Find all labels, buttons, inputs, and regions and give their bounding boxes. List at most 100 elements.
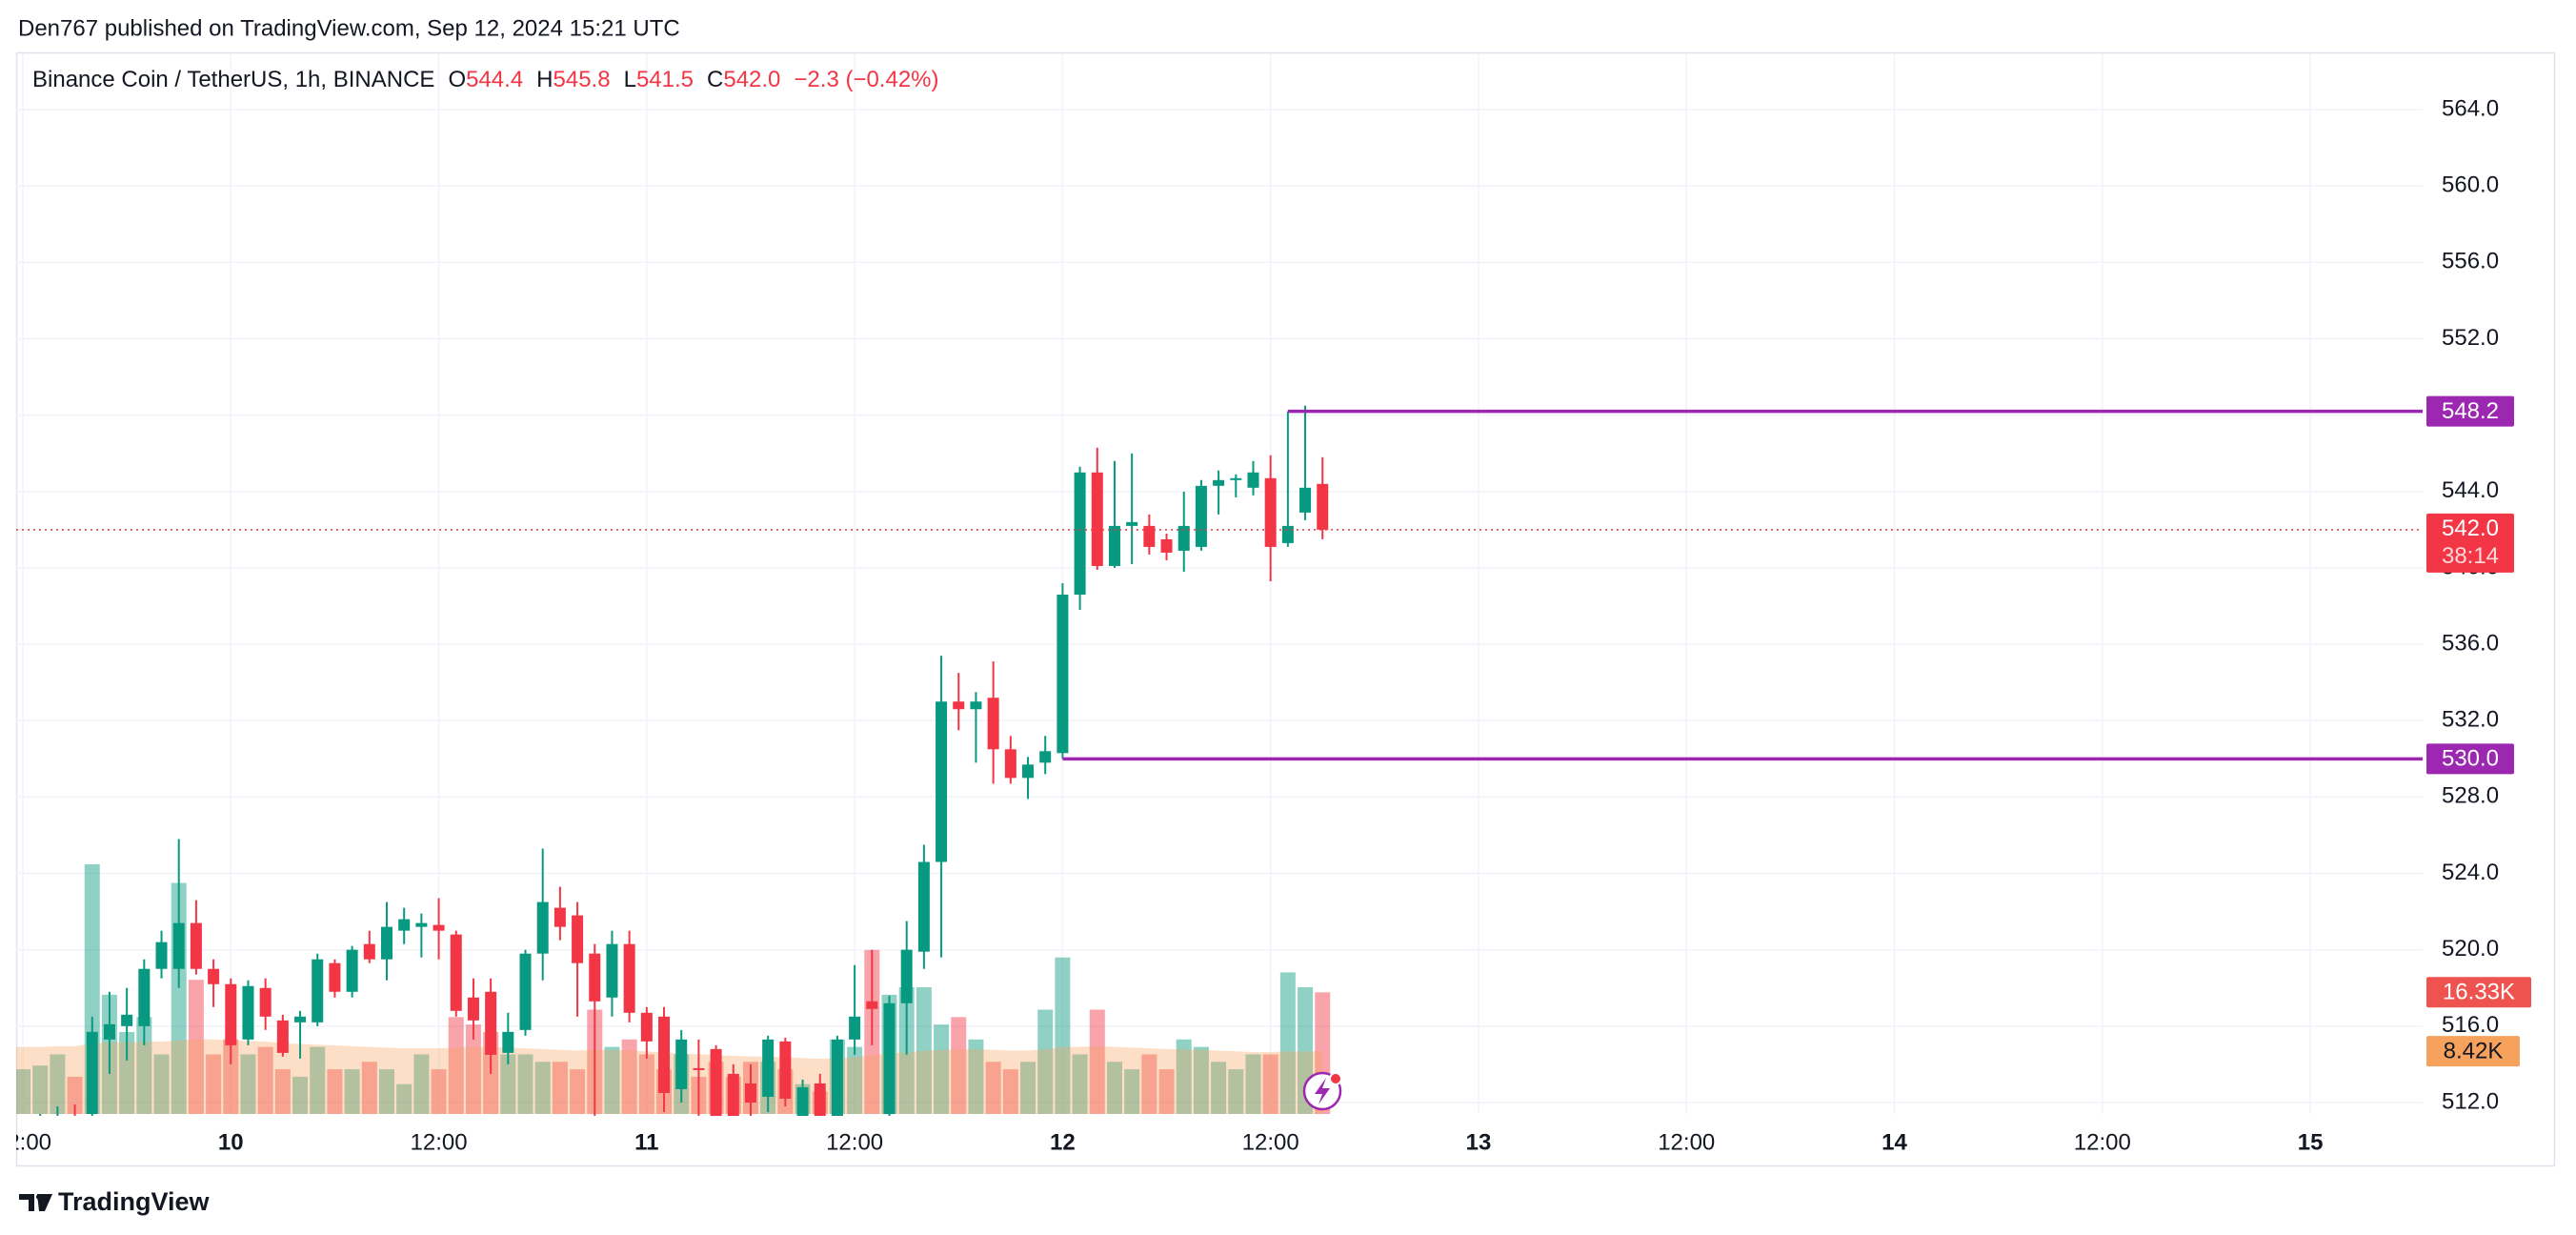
- field-label: L: [624, 67, 636, 92]
- countdown: 38:14: [2442, 543, 2499, 569]
- volume-bar: [1037, 1009, 1054, 1114]
- candle-body: [1108, 525, 1120, 566]
- candle-body: [242, 985, 254, 1040]
- field-label: O: [448, 67, 466, 92]
- volume-bar: [1262, 1054, 1278, 1114]
- y-tick-label: 536.0: [2442, 630, 2499, 656]
- footer-logo[interactable]: TradingView: [19, 1187, 211, 1216]
- candle-body: [917, 861, 930, 952]
- candle-body: [467, 997, 479, 1021]
- volume-bar: [310, 1046, 326, 1114]
- candle-body: [1177, 525, 1190, 551]
- grid: [16, 53, 2423, 1114]
- volume-bar: [985, 1062, 1001, 1114]
- last-price-label: 542.0: [2442, 516, 2499, 541]
- volume-bar: [32, 1065, 49, 1114]
- candle-body: [675, 1039, 688, 1089]
- candle-body: [294, 1016, 307, 1022]
- volume-bar: [517, 1054, 533, 1114]
- volume-bar: [916, 987, 932, 1114]
- volume-bar: [361, 1062, 377, 1114]
- y-tick-label: 512.0: [2442, 1088, 2499, 1114]
- candle-body: [1091, 472, 1103, 566]
- volume-bar: [431, 1069, 447, 1114]
- volume-bar: [1245, 1054, 1261, 1114]
- y-tick-label: 532.0: [2442, 707, 2499, 733]
- candle-body: [155, 941, 168, 969]
- legend-header: Binance Coin / TetherUS, 1h, BINANCE O544…: [32, 67, 939, 92]
- candle-body: [380, 926, 392, 960]
- x-tick-label: 12:00: [2074, 1129, 2131, 1155]
- logo-mark: [19, 1194, 52, 1211]
- volume-layer: [16, 864, 1331, 1114]
- candle-body: [658, 1016, 671, 1093]
- field-label: C: [707, 67, 723, 92]
- published-note: Den767 published on TradingView.com, Sep…: [18, 15, 680, 41]
- candle-body: [866, 1001, 878, 1009]
- candle-body: [433, 924, 445, 931]
- candle-body: [121, 1014, 133, 1026]
- candle-body: [172, 922, 185, 969]
- volume-bar: [396, 1083, 413, 1114]
- field-value: 541.5: [636, 67, 694, 92]
- change: −2.3 (−0.42%): [794, 67, 938, 92]
- candle-body: [1074, 472, 1086, 596]
- volume-bar: [344, 1069, 360, 1114]
- pane-border: [15, 51, 2556, 1167]
- volume-bar: [136, 1017, 152, 1114]
- volume-label: 16.33K: [2443, 980, 2515, 1005]
- x-tick-label: 12: [1050, 1129, 1076, 1155]
- volume-bar: [206, 1054, 222, 1114]
- volume-label-box: [2426, 977, 2531, 1008]
- x-tick-label: 10: [218, 1129, 244, 1155]
- candle-body: [1317, 483, 1329, 530]
- candle-body: [225, 983, 237, 1045]
- volume-bar: [1228, 1069, 1244, 1114]
- candle-body: [415, 922, 428, 927]
- candle-body: [936, 701, 948, 862]
- candle-body: [1004, 749, 1016, 779]
- candle-body: [744, 1083, 756, 1103]
- volume-bar: [604, 1046, 620, 1114]
- volume-bar: [153, 1054, 170, 1114]
- volume-bar: [638, 1054, 654, 1114]
- volume-bar: [413, 1054, 430, 1114]
- volume-bar: [1002, 1069, 1018, 1114]
- y-tick-label: 556.0: [2442, 249, 2499, 274]
- volume-bar: [240, 1054, 256, 1114]
- candle-body: [519, 953, 532, 1030]
- volume-bar: [1020, 1062, 1036, 1114]
- y-tick-label: 520.0: [2442, 936, 2499, 962]
- volume-bar: [621, 1039, 637, 1114]
- x-tick-label: 12:00: [1658, 1129, 1715, 1155]
- volume-bar: [327, 1069, 343, 1114]
- x-tick-label: 13: [1466, 1129, 1492, 1155]
- candle-body: [1299, 487, 1312, 513]
- volume-bar: [951, 1017, 967, 1114]
- candle-body: [1247, 472, 1259, 488]
- candle-body: [1039, 751, 1052, 763]
- candle-body: [329, 962, 341, 992]
- volume-bar: [534, 1062, 551, 1114]
- x-tick-label: 15: [2298, 1129, 2324, 1155]
- volume-bar: [378, 1069, 394, 1114]
- candle-layer: [39, 405, 1329, 1116]
- level-label-box: [2426, 743, 2514, 775]
- alert-icon[interactable]: [1302, 1071, 1342, 1111]
- candle-body: [779, 1041, 792, 1099]
- candle-body: [502, 1031, 514, 1053]
- candle-body: [572, 915, 584, 963]
- candle-body: [727, 1073, 739, 1116]
- candle-body: [103, 1023, 115, 1040]
- volume-bar: [1193, 1046, 1209, 1114]
- candle-body: [987, 698, 999, 750]
- volume-bar: [1211, 1062, 1227, 1114]
- candle-body: [1195, 485, 1207, 547]
- last-price-box: [2426, 513, 2514, 573]
- volume-bar: [448, 1017, 464, 1114]
- volume-bar: [465, 1024, 481, 1114]
- volume-bar: [1176, 1039, 1192, 1114]
- candle-body: [1057, 595, 1069, 754]
